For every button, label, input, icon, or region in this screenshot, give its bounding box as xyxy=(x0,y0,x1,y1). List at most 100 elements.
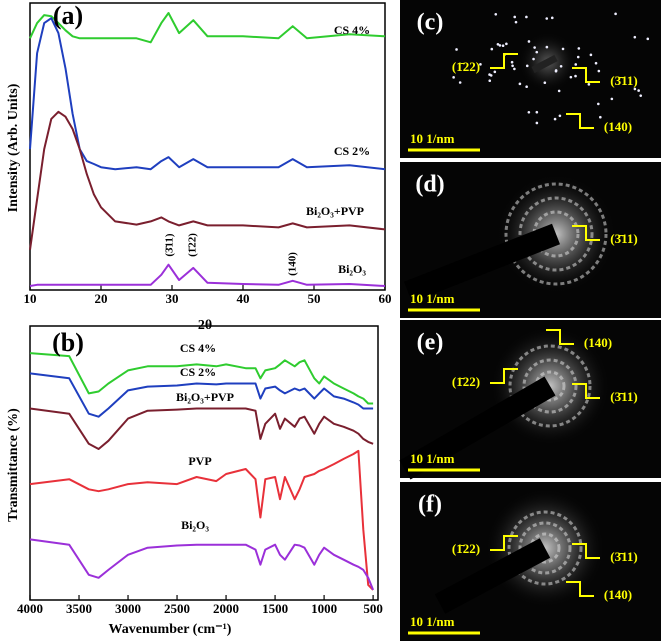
scale-label: 10 1/nm xyxy=(410,614,455,629)
diffraction-spot xyxy=(527,110,531,114)
plane-label: (140) xyxy=(604,119,632,134)
plane-label: (140) xyxy=(604,587,632,602)
saed-image: (c) 10 1/nm (1̄22) (3̄11) (140) xyxy=(400,0,661,158)
diffraction-spot xyxy=(639,94,643,97)
diffraction-spot xyxy=(558,114,562,118)
plane-pointer xyxy=(572,543,600,559)
plane-label: (3̄11) xyxy=(610,549,637,564)
diffraction-spot xyxy=(576,55,580,59)
series-line xyxy=(29,263,386,287)
diffraction-spot xyxy=(535,50,539,54)
diffraction-spot xyxy=(498,44,502,47)
plane-pointer xyxy=(566,113,594,129)
peak-label: (3̄11) xyxy=(164,233,176,257)
diffraction-spot xyxy=(455,48,458,51)
diffraction-spot xyxy=(525,15,528,19)
series-label: CS 4% xyxy=(180,341,216,355)
diffraction-spot xyxy=(614,12,617,16)
diffraction-spot xyxy=(574,63,578,66)
panel-label: (b) xyxy=(52,328,84,357)
series-label: PVP xyxy=(188,454,211,468)
series-label: Bi₂O₃+PVP xyxy=(176,390,234,404)
x-tick-label: 60 xyxy=(379,291,392,306)
series-line xyxy=(29,372,374,418)
diffraction-spot xyxy=(488,79,492,82)
diffraction-spot xyxy=(527,40,531,43)
peak-label: (1̄22) xyxy=(187,233,199,257)
series-line xyxy=(29,352,374,405)
diffraction-spot xyxy=(493,70,497,74)
diffraction-spot xyxy=(587,83,591,86)
diffraction-spot xyxy=(496,42,500,46)
plane-pointer xyxy=(546,329,574,345)
diffraction-spot xyxy=(554,69,558,72)
diffraction-ring xyxy=(508,344,592,428)
diffraction-spot xyxy=(543,81,547,85)
diffraction-spot xyxy=(511,64,514,68)
x-tick-label: 2500 xyxy=(164,601,190,616)
diffraction-spot xyxy=(525,85,528,89)
diffraction-spot xyxy=(610,97,614,101)
plane-label: (1̄22) xyxy=(452,59,480,74)
diffraction-ring xyxy=(532,210,580,258)
diffraction-spot xyxy=(452,76,455,79)
diffraction-spot xyxy=(490,47,494,51)
x-axis-label: Wavenumber (cm⁻¹) xyxy=(109,622,232,637)
plot-frame xyxy=(29,2,386,291)
diffraction-spot xyxy=(561,47,565,51)
series-label: CS 2% xyxy=(180,365,216,379)
diffraction-spot xyxy=(637,89,640,92)
series-label: Bi₂O₃+PVP xyxy=(306,204,364,218)
diffraction-spot xyxy=(559,64,563,68)
diffraction-spot xyxy=(646,37,650,41)
diffraction-spot xyxy=(489,74,493,77)
diffraction-spot xyxy=(633,35,637,39)
diffraction-spot xyxy=(494,13,498,16)
diffraction-ring xyxy=(504,182,608,286)
y-axis-label: Intensity (Arb. Units) xyxy=(6,83,21,212)
diffraction-spot xyxy=(505,42,508,46)
plane-pointer xyxy=(572,383,600,399)
diffraction-spot xyxy=(533,46,536,49)
beam-stop xyxy=(531,54,558,74)
x-tick-label: 1000 xyxy=(311,601,337,616)
series-line xyxy=(29,538,375,591)
plane-label: (1̄22) xyxy=(452,374,480,389)
diffraction-spot xyxy=(569,75,573,79)
diffraction-spot xyxy=(550,16,554,20)
scale-label: 10 1/nm xyxy=(410,451,455,466)
diffraction-spot xyxy=(513,67,516,71)
plane-label: (140) xyxy=(584,335,612,350)
diffraction-spot xyxy=(633,87,637,91)
beam-stop xyxy=(403,223,561,303)
plane-label: (3̄11) xyxy=(610,73,637,88)
plane-pointer xyxy=(572,67,600,83)
diffraction-spot xyxy=(553,117,557,121)
plot-frame xyxy=(29,325,379,601)
plane-label: (3̄11) xyxy=(610,389,637,404)
diffraction-spot xyxy=(501,44,505,47)
scale-label: 10 1/nm xyxy=(410,291,455,306)
series-label: CS 4% xyxy=(334,23,370,37)
diffraction-spot xyxy=(597,69,601,73)
series-label: CS 2% xyxy=(334,144,370,158)
image-label: (e) xyxy=(417,330,444,356)
series-line xyxy=(29,110,386,250)
plane-label: (3̄11) xyxy=(610,231,637,246)
series-label: Bi₂O₃ xyxy=(338,262,366,276)
diffraction-spot xyxy=(510,60,514,64)
x-tick-label: 10 xyxy=(24,291,37,306)
x-tick-label: 2000 xyxy=(213,601,239,616)
scale-label: 10 1/nm xyxy=(410,131,455,146)
image-label: (f) xyxy=(418,492,442,518)
saed-image: (f) 10 1/nm (1̄22) (3̄11) (140) xyxy=(400,482,661,641)
saed-image: (e) 10 1/nm (140) (1̄22) (3̄11) xyxy=(399,320,661,480)
diffraction-ring xyxy=(518,521,572,575)
diffraction-spot xyxy=(513,15,517,19)
plane-pointer xyxy=(566,581,594,597)
x-tick-label: 40 xyxy=(237,291,250,306)
x-tick-label: 50 xyxy=(308,291,321,306)
series-line xyxy=(29,407,374,450)
beam-stop xyxy=(434,538,551,614)
